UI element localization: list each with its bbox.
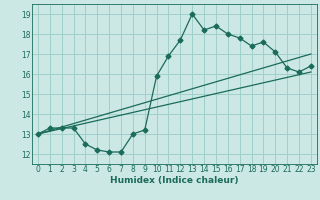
X-axis label: Humidex (Indice chaleur): Humidex (Indice chaleur) [110, 176, 239, 185]
